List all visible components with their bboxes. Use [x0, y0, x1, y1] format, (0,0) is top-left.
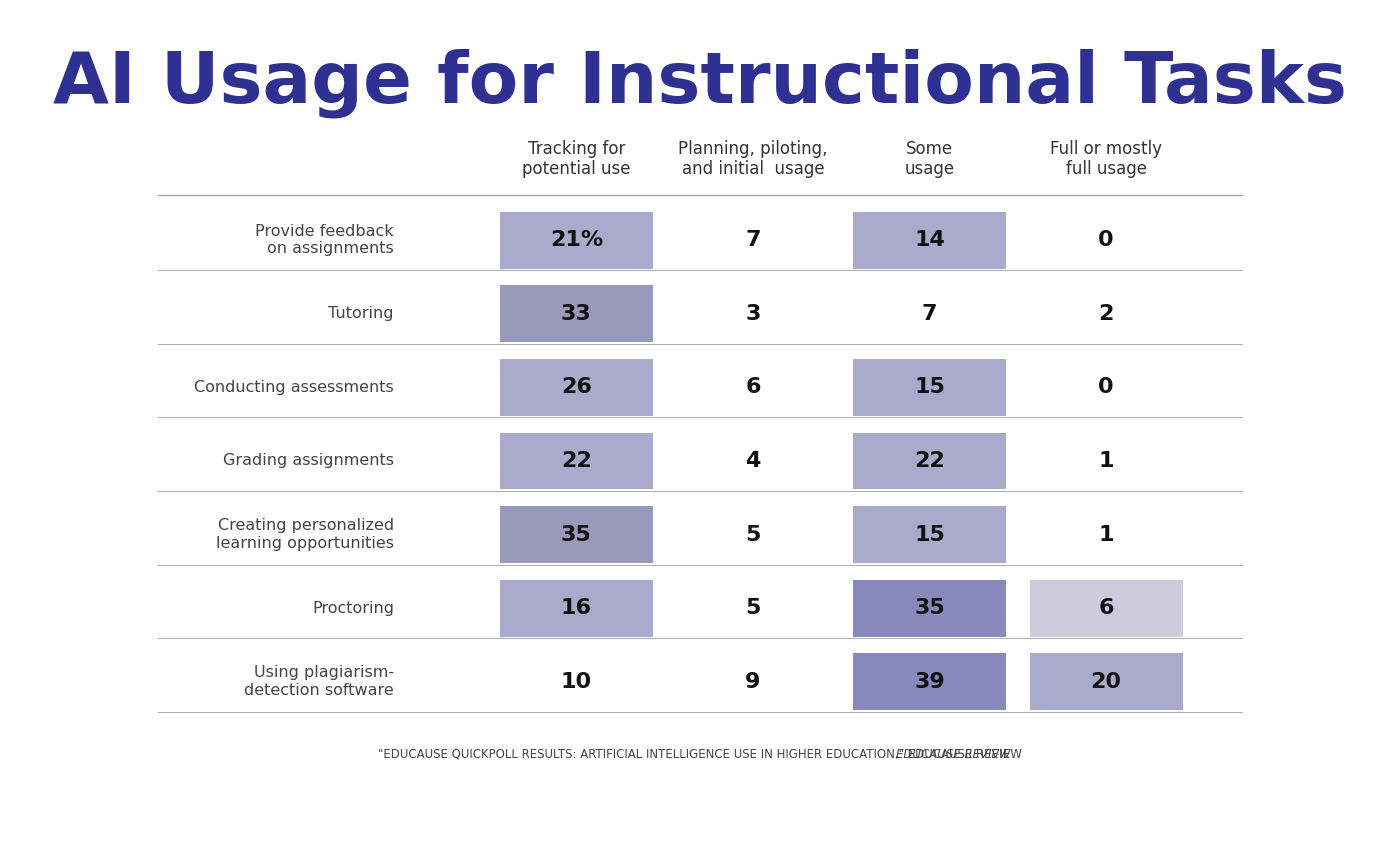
FancyBboxPatch shape: [500, 286, 652, 343]
Text: Using plagiarism-
detection software: Using plagiarism- detection software: [244, 666, 393, 698]
Text: 39: 39: [914, 672, 945, 692]
Text: Tracking for
potential use: Tracking for potential use: [522, 139, 630, 178]
Text: 22: 22: [914, 451, 945, 471]
FancyBboxPatch shape: [853, 359, 1007, 416]
Text: AI Usage for Instructional Tasks: AI Usage for Instructional Tasks: [53, 48, 1347, 118]
Text: 5: 5: [745, 524, 760, 545]
FancyBboxPatch shape: [853, 580, 1007, 637]
Text: 0: 0: [1099, 230, 1114, 250]
Text: 7: 7: [921, 303, 938, 324]
Text: 1: 1: [1099, 451, 1114, 471]
Text: Provide feedback
on assignments: Provide feedback on assignments: [255, 224, 393, 257]
Text: 2: 2: [1099, 303, 1114, 324]
FancyBboxPatch shape: [853, 654, 1007, 710]
Text: 35: 35: [561, 524, 592, 545]
Text: 4: 4: [745, 451, 760, 471]
Text: Full or mostly
full usage: Full or mostly full usage: [1050, 139, 1162, 178]
Text: Conducting assessments: Conducting assessments: [195, 380, 393, 395]
Text: 5: 5: [745, 598, 760, 618]
Text: 21%: 21%: [550, 230, 603, 250]
FancyBboxPatch shape: [500, 212, 652, 269]
Text: 6: 6: [1099, 598, 1114, 618]
Text: Proctoring: Proctoring: [312, 601, 393, 615]
Text: 3: 3: [745, 303, 760, 324]
Text: Tutoring: Tutoring: [329, 306, 393, 321]
Text: 7: 7: [745, 230, 760, 250]
Text: 15: 15: [914, 524, 945, 545]
Text: 0: 0: [1099, 377, 1114, 398]
Text: 35: 35: [914, 598, 945, 618]
Text: 20: 20: [1091, 672, 1121, 692]
Text: EDUCAUSE REVIEW: EDUCAUSE REVIEW: [896, 748, 1011, 761]
Text: Some
usage: Some usage: [904, 139, 955, 178]
Text: Planning, piloting,
and initial  usage: Planning, piloting, and initial usage: [678, 139, 827, 178]
FancyBboxPatch shape: [853, 212, 1007, 269]
Text: 1: 1: [1099, 524, 1114, 545]
Text: "EDUCAUSE QUICKPOLL RESULTS: ARTIFICIAL INTELLIGENCE USE IN HIGHER EDUCATION," E: "EDUCAUSE QUICKPOLL RESULTS: ARTIFICIAL …: [378, 748, 1022, 761]
FancyBboxPatch shape: [500, 580, 652, 637]
FancyBboxPatch shape: [1029, 654, 1183, 710]
FancyBboxPatch shape: [853, 433, 1007, 490]
Text: Grading assignments: Grading assignments: [223, 453, 393, 468]
FancyBboxPatch shape: [500, 359, 652, 416]
Text: 26: 26: [561, 377, 592, 398]
Text: 10: 10: [561, 672, 592, 692]
Text: Creating personalized
learning opportunities: Creating personalized learning opportuni…: [216, 518, 393, 551]
FancyBboxPatch shape: [853, 506, 1007, 563]
Text: 22: 22: [561, 451, 592, 471]
Text: 33: 33: [561, 303, 592, 324]
FancyBboxPatch shape: [500, 433, 652, 490]
FancyBboxPatch shape: [1029, 580, 1183, 637]
Text: 16: 16: [561, 598, 592, 618]
Text: 15: 15: [914, 377, 945, 398]
Text: 14: 14: [914, 230, 945, 250]
Text: 6: 6: [745, 377, 760, 398]
Text: 9: 9: [745, 672, 760, 692]
FancyBboxPatch shape: [500, 506, 652, 563]
